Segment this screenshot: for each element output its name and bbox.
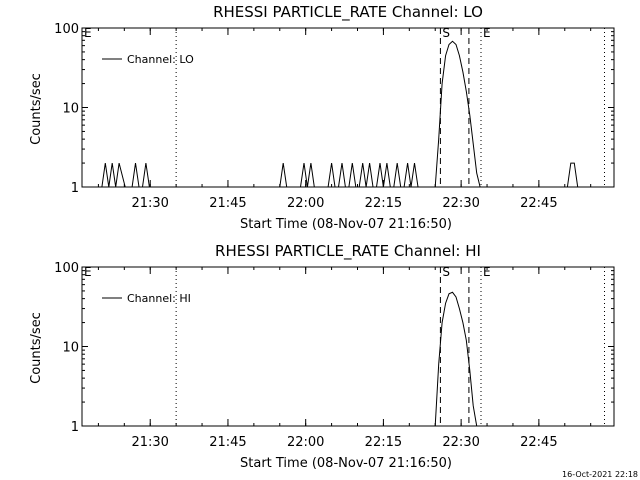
y-tick-label: 10 bbox=[62, 341, 79, 356]
y-axis-label: Counts/sec bbox=[29, 312, 44, 384]
x-tick-label: 22:30 bbox=[442, 435, 479, 450]
x-tick-label: 21:30 bbox=[131, 196, 168, 211]
y-tick-label: 1 bbox=[71, 420, 79, 435]
marker-label: E bbox=[84, 265, 92, 279]
x-tick-label: 21:45 bbox=[209, 435, 246, 450]
marker-label: E bbox=[483, 26, 491, 40]
series-line bbox=[101, 40, 579, 188]
x-axis-label: Start Time (08-Nov-07 21:16:50) bbox=[240, 217, 452, 232]
x-tick-label: 22:15 bbox=[365, 435, 402, 450]
legend-entry: Channel: LO bbox=[127, 53, 194, 66]
marker-label: S bbox=[442, 265, 450, 279]
y-tick-label: 100 bbox=[54, 22, 79, 37]
x-axis-label: Start Time (08-Nov-07 21:16:50) bbox=[240, 456, 452, 471]
chart-title: RHESSI PARTICLE_RATE Channel: LO bbox=[213, 3, 483, 22]
x-tick-label: 22:00 bbox=[287, 435, 324, 450]
footer-timestamp: 16-Oct-2021 22:18 bbox=[562, 470, 638, 479]
y-tick-label: 100 bbox=[54, 261, 79, 276]
x-tick-label: 22:45 bbox=[520, 196, 557, 211]
x-tick-label: 22:30 bbox=[442, 196, 479, 211]
y-axis-label: Counts/sec bbox=[29, 73, 44, 145]
marker-label: S bbox=[442, 26, 450, 40]
panel-hi: RHESSI PARTICLE_RATE Channel: HI Counts/… bbox=[29, 242, 615, 471]
x-tick-label: 21:30 bbox=[131, 435, 168, 450]
series-line bbox=[434, 291, 478, 427]
x-tick-label: 22:45 bbox=[520, 435, 557, 450]
y-tick-label: 10 bbox=[62, 102, 79, 117]
x-tick-label: 22:15 bbox=[365, 196, 402, 211]
y-tick-label: 1 bbox=[71, 181, 79, 196]
marker-label: E bbox=[483, 265, 491, 279]
panel-lo: RHESSI PARTICLE_RATE Channel: LO Counts/… bbox=[29, 3, 615, 232]
chart-title: RHESSI PARTICLE_RATE Channel: HI bbox=[215, 242, 481, 261]
legend-entry: Channel: HI bbox=[127, 292, 191, 305]
x-tick-label: 22:00 bbox=[287, 196, 324, 211]
marker-label: E bbox=[84, 26, 92, 40]
x-tick-label: 21:45 bbox=[209, 196, 246, 211]
